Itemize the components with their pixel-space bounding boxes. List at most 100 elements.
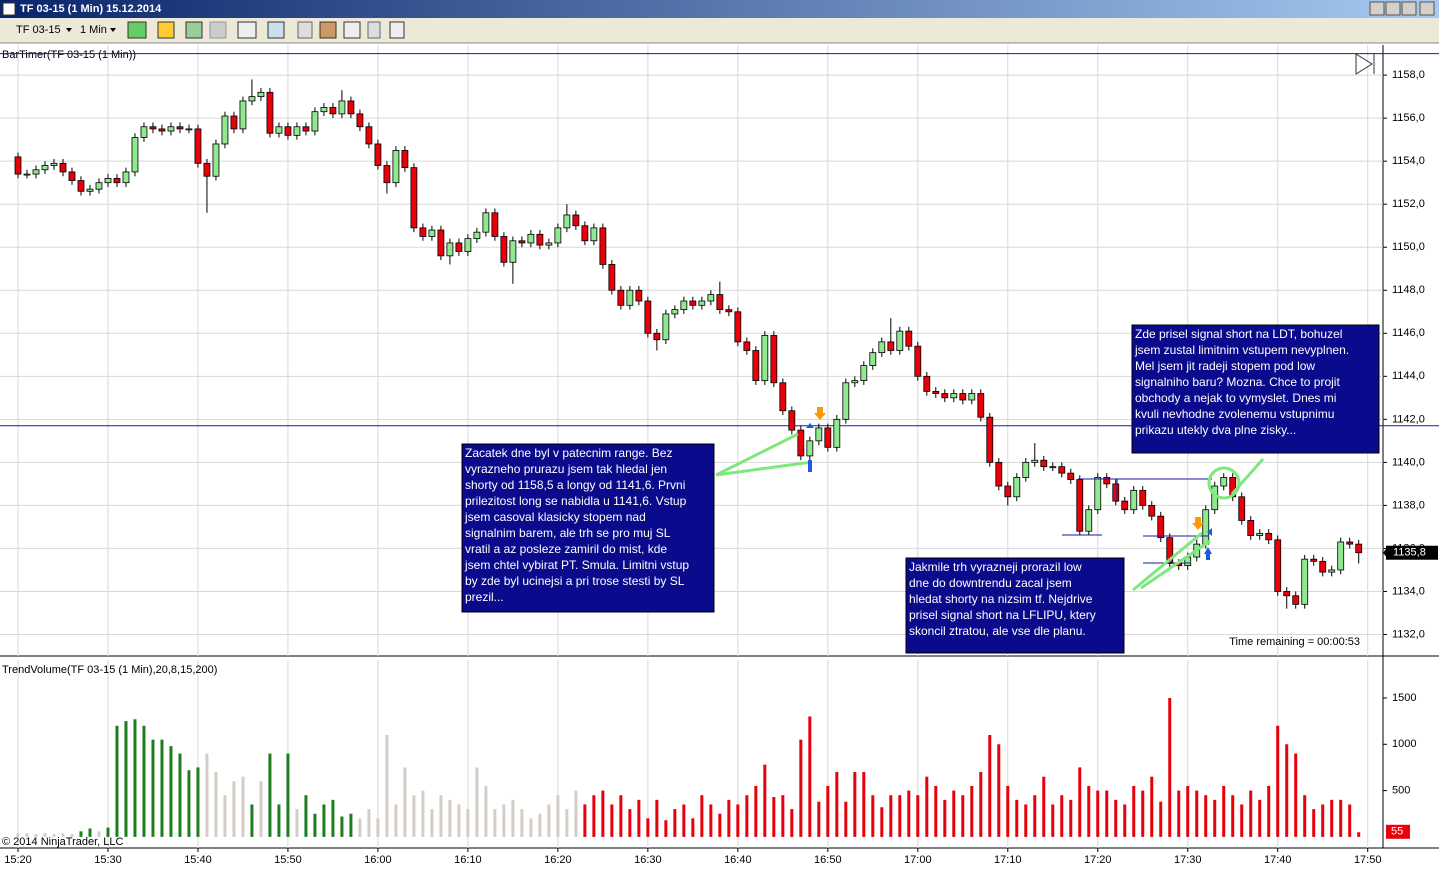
window-link-button[interactable] [389, 21, 405, 39]
candle-body [500, 236, 508, 263]
instrument-selector[interactable]: TF 03-15 [16, 24, 61, 36]
volume-bar [1204, 795, 1208, 837]
candle-body [158, 128, 166, 132]
volume-bar [502, 804, 506, 837]
annotation-text: signalniho baru? Mozna. Chce to projit [1135, 375, 1340, 389]
title-bar [0, 0, 1439, 18]
volume-bar [52, 834, 56, 837]
volume-bar [34, 834, 38, 837]
strategy-button[interactable] [209, 21, 227, 39]
y-tick-label: 1138,0 [1392, 499, 1425, 511]
volume-bar [628, 809, 632, 837]
annotation-text: jsem chtel vybirat PT. Smula. Limitni vs… [464, 558, 689, 572]
volume-bar [457, 804, 461, 837]
volume-bar [610, 804, 614, 837]
volume-bar [1339, 799, 1343, 837]
annotation-text: Jakmile trh vyrazneji prorazil low [909, 560, 1082, 574]
annotation-text: prilezitost long se nabidla u 1141,6. Vs… [465, 494, 687, 508]
candle-body [986, 416, 994, 463]
volume-bar [250, 804, 254, 837]
annotation-text: by zde byl ucinejsi a pri trose stesti b… [465, 574, 685, 588]
annotation-text: kvuli nevhodne zvolenemu vstupnimu [1135, 407, 1334, 421]
volume-bar [988, 735, 992, 837]
candle-body [149, 126, 157, 130]
volume-bar [664, 820, 668, 837]
volume-bar [1249, 790, 1253, 837]
candle-body [653, 332, 661, 341]
volume-bar [1276, 725, 1280, 837]
candle-body [23, 173, 31, 176]
entry-arrow [808, 460, 812, 472]
volume-bar [1258, 799, 1262, 837]
candle-body [635, 289, 643, 302]
volume-bar [808, 716, 812, 837]
data-box-button[interactable] [319, 21, 337, 39]
candle-body [806, 440, 814, 457]
volume-bar [592, 795, 596, 837]
volume-bar [322, 804, 326, 837]
candle-body [590, 227, 598, 242]
volume-bar [736, 804, 740, 837]
candle-body [527, 233, 535, 244]
bar-type-button[interactable] [127, 21, 147, 39]
candle-body [1022, 461, 1030, 478]
volume-bar [124, 721, 128, 837]
volume-bar [448, 799, 452, 837]
volume-bar [1222, 785, 1226, 837]
y-tick-label: 1154,0 [1392, 155, 1425, 167]
volume-bar [187, 770, 191, 837]
candle-body [1085, 509, 1093, 532]
volume-bar [781, 795, 785, 837]
candle-body [1202, 509, 1210, 545]
x-tick-label: 15:30 [94, 854, 122, 866]
entry-arrow [806, 423, 814, 428]
window-title: TF 03-15 (1 Min) 15.12.2014 [20, 3, 162, 15]
volume-bar [565, 809, 569, 837]
candle-body [1220, 477, 1228, 487]
zoom-button[interactable] [267, 21, 285, 39]
candle-body [95, 182, 103, 190]
maximize-button[interactable] [1401, 1, 1417, 16]
candle-body [1040, 459, 1048, 468]
volume-bar [223, 795, 227, 837]
candle-body [833, 418, 841, 448]
crosshair-button[interactable] [237, 21, 257, 39]
y-tick-label: 1148,0 [1392, 284, 1425, 296]
restore-button[interactable] [1385, 1, 1401, 16]
volume-bar [385, 735, 389, 837]
draw-button[interactable] [157, 21, 175, 39]
x-tick-label: 17:10 [994, 854, 1022, 866]
last-price-pointer [1383, 547, 1387, 558]
volume-bar [637, 799, 641, 837]
volume-bar [1186, 785, 1190, 837]
volume-bar [1285, 744, 1289, 837]
volume-bar [367, 809, 371, 837]
candle-body [725, 309, 733, 313]
candle-body [788, 410, 796, 431]
volume-bar [844, 801, 848, 837]
candle-body [374, 143, 382, 166]
interval-selector[interactable]: 1 Min [80, 24, 107, 36]
volume-bar [205, 753, 209, 837]
volume-bar [691, 818, 695, 837]
minimize-button[interactable] [1369, 1, 1385, 16]
close-button[interactable] [1419, 1, 1435, 16]
snapshot-button[interactable] [367, 21, 381, 39]
volume-bar [115, 725, 119, 837]
chart-trader-button[interactable] [343, 21, 361, 39]
candle-body [176, 126, 184, 130]
volume-bar [520, 809, 524, 837]
volume-bar [277, 804, 281, 837]
volume-bar [673, 809, 677, 837]
candle-body [1346, 541, 1354, 545]
annotation-text: signalnim barem, ale trh se pro muj SL [465, 526, 671, 540]
y-tick-label: 1134,0 [1392, 585, 1425, 597]
volume-bar [1042, 776, 1046, 837]
candle-body [464, 238, 472, 252]
candle-body [1301, 558, 1309, 605]
properties-button[interactable] [297, 21, 313, 39]
entry-arrow [1192, 517, 1204, 530]
candle-body [950, 393, 958, 399]
indicator-button[interactable] [185, 21, 203, 39]
app-icon [2, 2, 16, 16]
